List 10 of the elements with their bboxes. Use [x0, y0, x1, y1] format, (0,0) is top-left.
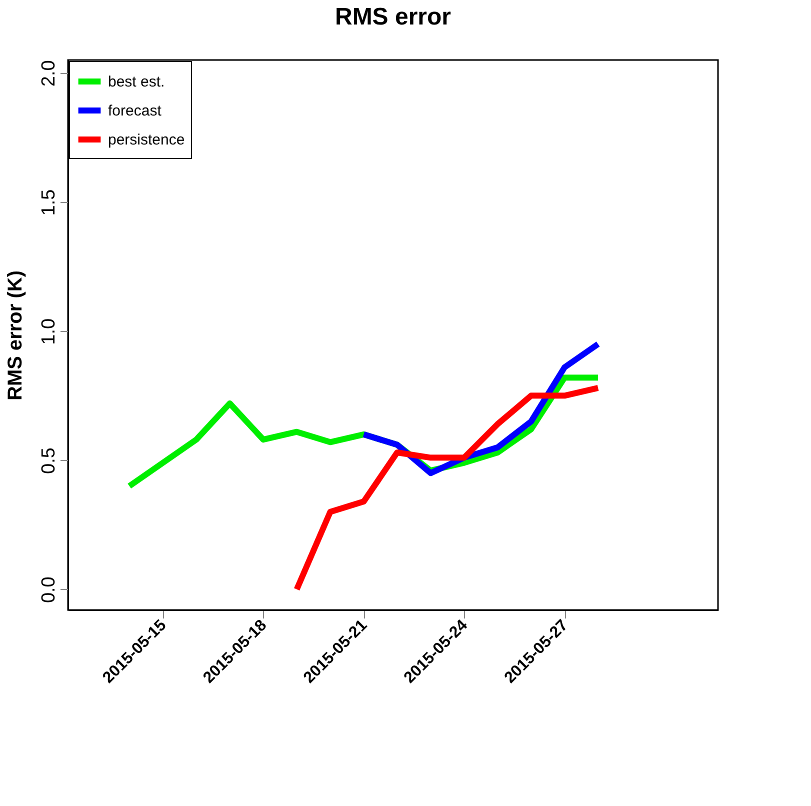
- y-tick-label: 2.0: [38, 60, 60, 87]
- y-tick-label: 0.5: [38, 448, 60, 474]
- y-tick-label: 1.0: [38, 318, 60, 345]
- legend-label: persistence: [108, 132, 185, 148]
- y-axis-title: RMS error (K): [4, 270, 26, 401]
- legend-label: best est.: [108, 74, 165, 90]
- chart-title: RMS error: [334, 4, 452, 31]
- y-tick-label: 1.5: [38, 189, 60, 216]
- legend-label: forecast: [108, 102, 162, 120]
- y-tick-label: 0.0: [38, 576, 60, 604]
